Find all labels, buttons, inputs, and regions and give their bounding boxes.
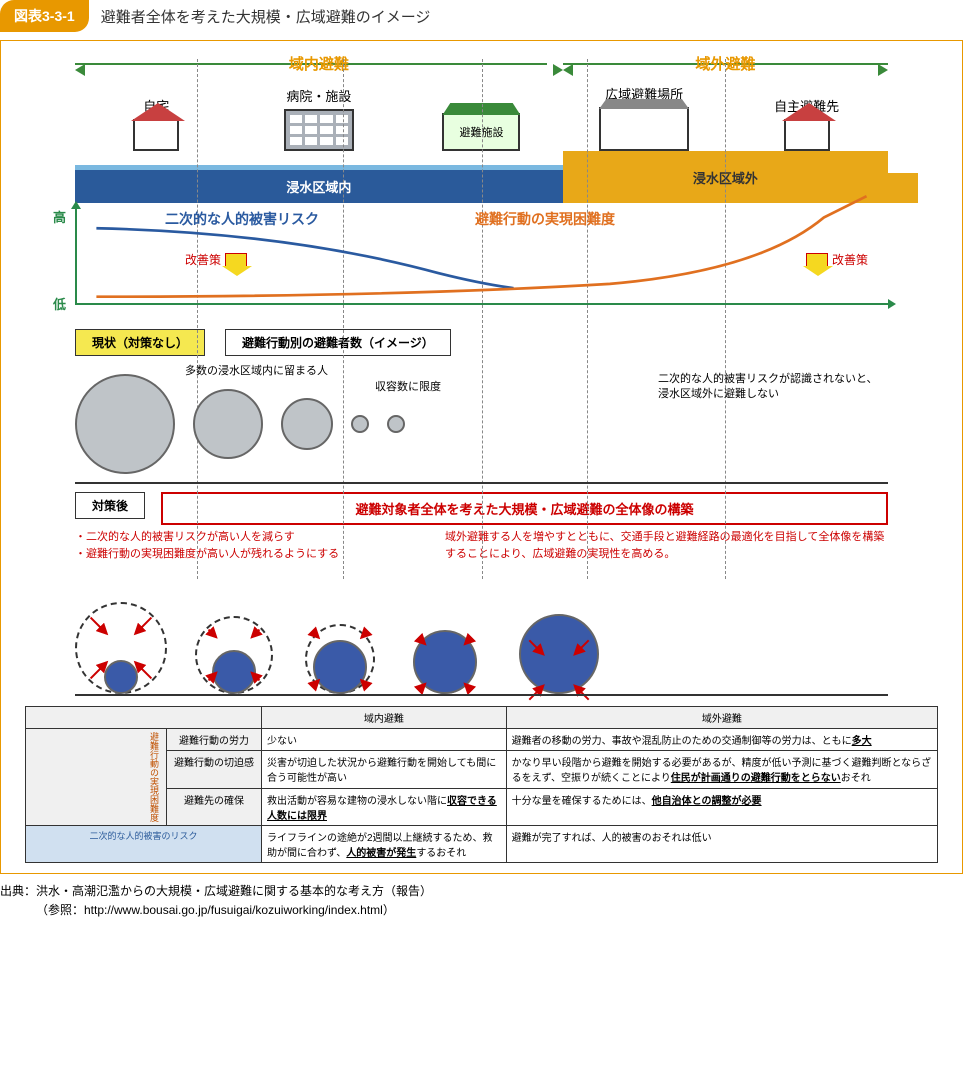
header: 図表3-3-1 避難者全体を考えた大規模・広域避難のイメージ — [0, 0, 963, 32]
blue-label: 二次的な人的被害リスク — [165, 209, 319, 229]
blue-bubble-group — [305, 624, 375, 694]
bld-self: 自主避難先 — [725, 96, 888, 151]
bld-hospital: 病院・施設 — [238, 86, 401, 151]
source: 出典：洪水・高潮氾濫からの大規模・広域避難に関する基本的な考え方（報告） （参照… — [0, 882, 963, 920]
col-in: 域内避難 — [262, 707, 507, 729]
after-banner: 避難対象者全体を考えた大規模・広域避難の全体像の構築 — [161, 492, 888, 525]
section-label: 避難行動別の避難者数（イメージ） — [225, 329, 451, 356]
comparison-table: 域内避難域外避難 避難行動の実現困難度避難行動の労力少ない避難者の移動の労力、事… — [25, 706, 938, 863]
arrow-down-icon — [806, 253, 828, 267]
arrow-down-icon — [225, 253, 247, 267]
improve-right: 改善策 — [806, 251, 868, 268]
risk-chart: 高 低 二次的な人的被害リスク 避難行動の実現困難度 改善策 改善策 — [75, 209, 888, 319]
bld-home: 自宅 — [75, 96, 238, 151]
gray-bubble — [351, 415, 369, 433]
current-label: 現状（対策なし） — [75, 329, 205, 356]
gray-bubble — [387, 415, 405, 433]
gray-bubbles: 多数の浸水区域内に留まる人 収容数に限度 二次的な人的被害リスクが認識されないと… — [75, 364, 888, 484]
blue-bubble-group — [195, 616, 273, 694]
gray-bubble — [193, 389, 263, 459]
figure-badge: 図表3-3-1 — [0, 0, 89, 32]
after-side: 域外避難する人を増やすとともに、交通手段と避難経路の最適化を目指して全体像を構築… — [445, 529, 888, 562]
figure-title: 避難者全体を考えた大規模・広域避難のイメージ — [101, 6, 431, 27]
col-out: 域外避難 — [506, 707, 937, 729]
y-high: 高 — [53, 207, 66, 226]
improve-left: 改善策 — [185, 251, 247, 268]
flood-in: 浸水区域内 — [75, 165, 563, 203]
gray-bubble — [281, 398, 333, 450]
blue-bubble-group — [415, 634, 475, 694]
blue-bubble-group — [75, 602, 167, 694]
y-low: 低 — [53, 294, 66, 313]
gray-bubble — [75, 374, 175, 474]
blue-bubbles — [75, 566, 888, 696]
zone-in-label: 域内避難 — [75, 53, 563, 74]
after-label: 対策後 — [75, 492, 145, 519]
blue-bubble-group — [535, 646, 583, 694]
orange-label: 避難行動の実現困難度 — [475, 209, 615, 229]
diagram-body: 域内避難 域外避難 自宅 病院・施設 _避難施設 広域避難場所 自主避難先 浸水… — [0, 40, 963, 874]
